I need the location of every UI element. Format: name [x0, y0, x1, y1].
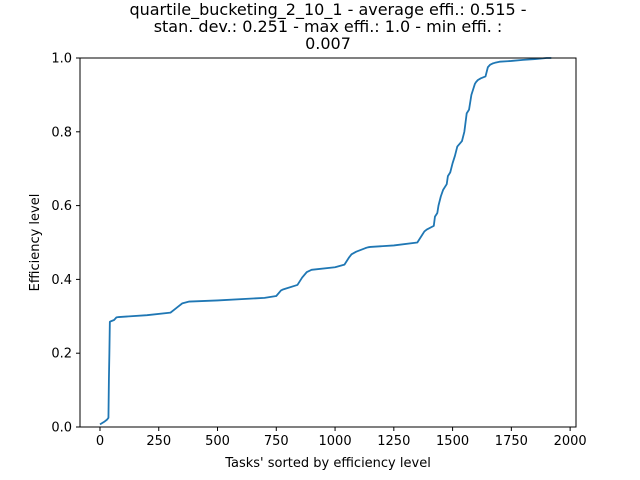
- x-tick-label: 250: [146, 434, 171, 449]
- y-tick-label: 0.2: [51, 347, 72, 362]
- x-axis-ticks: 0 250 500 750 1000 1250 1500 1750 2000: [96, 427, 587, 449]
- plot-area-frame: [79, 57, 577, 428]
- y-tick-label: 0.0: [51, 421, 72, 436]
- x-tick-label: 2000: [554, 434, 587, 449]
- y-axis-label: Efficiency level: [28, 194, 43, 292]
- y-tick-label: 1.0: [51, 52, 72, 67]
- x-tick-label: 500: [205, 434, 230, 449]
- y-tick-label: 0.4: [51, 273, 72, 288]
- chart-title-line-3: 0.007: [305, 34, 351, 53]
- x-tick-label: 1250: [377, 434, 410, 449]
- chart-title-line-2: stan. dev.: 0.251 - max effi.: 1.0 - min…: [153, 17, 503, 36]
- y-tick-label: 0.6: [51, 199, 72, 214]
- x-tick-label: 1500: [436, 434, 469, 449]
- x-tick-label: 1750: [495, 434, 528, 449]
- x-tick-label: 0: [96, 434, 104, 449]
- x-tick-label: 750: [264, 434, 289, 449]
- y-axis-ticks: 0.0 0.2 0.4 0.6 0.8 1.0: [51, 52, 80, 436]
- efficiency-series-line: [99, 57, 552, 426]
- chart-title-line-1: quartile_bucketing_2_10_1 - average effi…: [129, 0, 527, 19]
- x-axis-label: Tasks' sorted by efficiency level: [224, 456, 431, 471]
- y-tick-label: 0.8: [51, 125, 72, 140]
- x-tick-label: 1000: [319, 434, 352, 449]
